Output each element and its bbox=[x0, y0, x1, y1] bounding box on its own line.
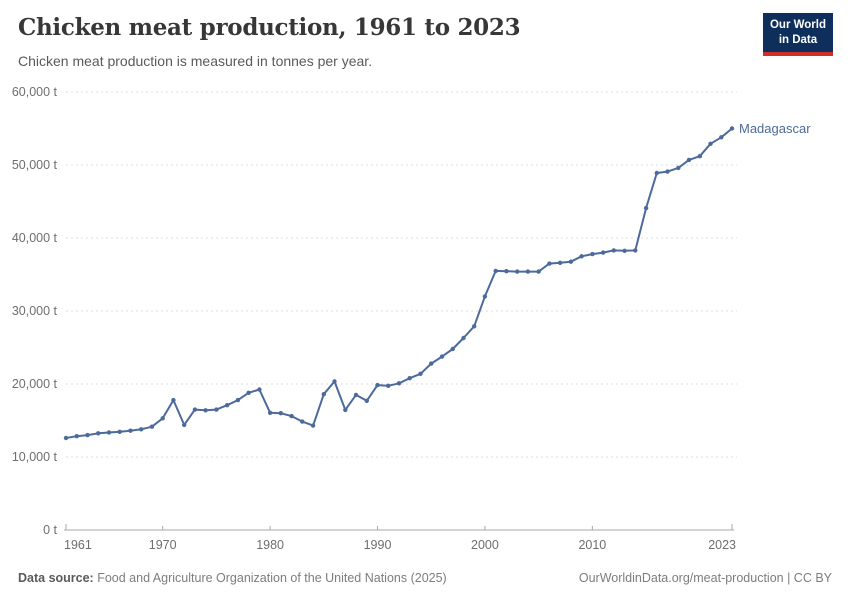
x-axis-tick-label: 1961 bbox=[64, 538, 92, 552]
data-point[interactable] bbox=[633, 248, 638, 253]
x-axis-tick-label: 2010 bbox=[578, 538, 606, 552]
y-axis-tick-label: 10,000 t bbox=[12, 450, 58, 464]
data-point[interactable] bbox=[643, 205, 649, 211]
chart-footer: Data source: Food and Agriculture Organi… bbox=[18, 571, 832, 585]
data-point[interactable] bbox=[321, 392, 326, 397]
data-point[interactable] bbox=[117, 429, 122, 434]
data-point[interactable] bbox=[665, 169, 670, 174]
data-point[interactable] bbox=[149, 424, 155, 429]
data-point[interactable] bbox=[214, 407, 219, 412]
y-axis-tick-label: 0 t bbox=[43, 523, 57, 537]
data-point[interactable] bbox=[622, 248, 627, 253]
data-point[interactable] bbox=[63, 435, 69, 441]
data-point[interactable] bbox=[493, 268, 498, 274]
data-point[interactable] bbox=[482, 294, 488, 299]
data-point[interactable] bbox=[192, 407, 198, 412]
data-point[interactable] bbox=[85, 432, 90, 438]
data-point[interactable] bbox=[654, 170, 659, 176]
chart-subtitle: Chicken meat production is measured in t… bbox=[18, 53, 373, 69]
data-point[interactable] bbox=[504, 269, 509, 274]
y-axis-tick-label: 50,000 t bbox=[12, 158, 58, 172]
data-point[interactable] bbox=[461, 335, 466, 341]
data-point[interactable] bbox=[203, 408, 208, 413]
data-point[interactable] bbox=[450, 346, 455, 352]
data-point[interactable] bbox=[536, 269, 541, 274]
data-point[interactable] bbox=[386, 383, 391, 388]
data-point[interactable] bbox=[332, 379, 337, 384]
data-point[interactable] bbox=[289, 413, 294, 419]
data-point[interactable] bbox=[375, 382, 380, 388]
data-point[interactable] bbox=[171, 397, 176, 403]
owid-logo-line1: Our World bbox=[769, 19, 826, 31]
data-point[interactable] bbox=[106, 430, 112, 435]
data-point[interactable] bbox=[729, 126, 735, 131]
owid-logo[interactable]: Our World in Data bbox=[762, 13, 833, 56]
data-point[interactable] bbox=[708, 141, 713, 146]
data-point[interactable] bbox=[515, 269, 520, 274]
data-line-madagascar[interactable] bbox=[65, 127, 733, 439]
x-axis-tick-label: 1980 bbox=[256, 538, 284, 552]
x-axis-tick-label: 2000 bbox=[471, 538, 499, 552]
y-axis-tick-label: 40,000 t bbox=[12, 231, 58, 245]
data-point[interactable] bbox=[439, 354, 445, 359]
footer-link[interactable]: OurWorldinData.org/meat-production | CC … bbox=[578, 571, 832, 585]
data-source-label: Data source: bbox=[18, 571, 94, 585]
data-point[interactable] bbox=[300, 419, 305, 424]
data-point[interactable] bbox=[407, 376, 412, 381]
data-point[interactable] bbox=[96, 431, 101, 436]
data-point[interactable] bbox=[139, 427, 144, 432]
data-point[interactable] bbox=[600, 250, 606, 255]
data-point[interactable] bbox=[353, 392, 359, 398]
data-point[interactable] bbox=[418, 371, 423, 376]
data-point[interactable] bbox=[686, 157, 692, 163]
x-axis-tick-label: 2023 bbox=[708, 538, 736, 552]
data-point[interactable] bbox=[257, 387, 262, 392]
data-point[interactable] bbox=[472, 324, 477, 329]
x-axis-tick-label: 1970 bbox=[149, 538, 177, 552]
data-point[interactable] bbox=[267, 410, 273, 415]
data-point[interactable] bbox=[278, 411, 283, 416]
data-point[interactable] bbox=[74, 434, 79, 439]
data-point[interactable] bbox=[590, 251, 595, 257]
data-point[interactable] bbox=[310, 423, 316, 428]
page-title: Chicken meat production, 1961 to 2023 bbox=[18, 14, 521, 41]
data-point[interactable] bbox=[396, 381, 402, 386]
data-point[interactable] bbox=[557, 260, 563, 265]
data-point[interactable] bbox=[676, 165, 681, 171]
data-point[interactable] bbox=[235, 397, 241, 403]
data-point[interactable] bbox=[182, 422, 187, 428]
data-point[interactable] bbox=[719, 135, 724, 140]
data-point[interactable] bbox=[343, 407, 348, 413]
owid-logo-line2: in Data bbox=[778, 33, 818, 46]
data-point[interactable] bbox=[224, 403, 230, 408]
y-axis-tick-label: 60,000 t bbox=[12, 85, 58, 99]
data-point[interactable] bbox=[568, 259, 574, 264]
data-point[interactable] bbox=[364, 398, 369, 403]
data-point[interactable] bbox=[697, 154, 702, 159]
data-point[interactable] bbox=[547, 261, 552, 266]
data-source-text: Food and Agriculture Organization of the… bbox=[93, 571, 447, 585]
data-source: Data source: Food and Agriculture Organi… bbox=[18, 571, 447, 585]
data-point[interactable] bbox=[429, 361, 434, 366]
data-point[interactable] bbox=[611, 248, 616, 253]
data-point[interactable] bbox=[246, 390, 251, 395]
x-axis-tick-label: 1990 bbox=[364, 538, 392, 552]
data-point[interactable] bbox=[160, 416, 165, 421]
data-point[interactable] bbox=[128, 428, 133, 433]
data-point[interactable] bbox=[525, 269, 531, 274]
y-axis-tick-label: 20,000 t bbox=[12, 377, 58, 391]
y-axis-tick-label: 30,000 t bbox=[12, 304, 58, 318]
data-point[interactable] bbox=[579, 254, 584, 259]
entity-label-madagascar[interactable]: Madagascar bbox=[739, 121, 811, 136]
